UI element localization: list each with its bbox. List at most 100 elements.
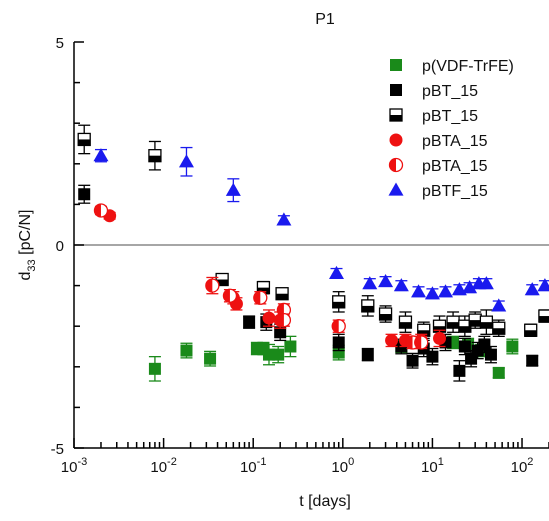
data-point <box>446 315 460 329</box>
x-tick-label: 102 <box>511 456 534 476</box>
data-point <box>148 149 162 163</box>
data-point <box>222 288 238 303</box>
x-tick-label: 10-3 <box>61 456 87 476</box>
chart-title: P1 <box>315 11 335 28</box>
data-point <box>492 366 505 379</box>
data-point <box>362 276 378 290</box>
legend: p(VDF-TrFE) pBT_15 pBT_15 pBTA_15 pBTA_15 pBT… <box>388 58 514 200</box>
legend-marker <box>389 108 403 122</box>
data-point <box>250 342 263 355</box>
data-point <box>526 354 539 367</box>
data-point <box>284 340 297 353</box>
data-point <box>276 312 292 328</box>
data-point <box>506 340 519 353</box>
legend-item: pBT_15 <box>389 108 478 125</box>
data-point <box>462 280 478 294</box>
legend-label: pBTA_15 <box>422 133 488 150</box>
data-point <box>253 290 268 305</box>
data-point <box>378 274 394 288</box>
legend-marker <box>388 182 404 196</box>
legend-marker <box>389 133 403 147</box>
data-point <box>537 278 549 292</box>
data-point <box>148 362 161 375</box>
x-ticks: 10-3 10-2 10-1 100 101 102 <box>61 438 549 476</box>
x-axis-label: t [days] <box>299 493 351 510</box>
data-point <box>411 284 427 298</box>
x-tick-label: 10-1 <box>240 456 266 476</box>
data-point <box>538 309 549 323</box>
data-point <box>484 348 497 361</box>
legend-item: pBTA_15 <box>389 133 488 150</box>
legend-label: pBTF_15 <box>422 183 488 200</box>
data-point <box>453 364 466 377</box>
x-tick-label: 10-2 <box>150 456 176 476</box>
data-point <box>332 336 345 349</box>
legend-item: pBTA_15 <box>388 157 488 175</box>
data-point <box>275 287 289 301</box>
data-point <box>77 132 91 147</box>
data-marks <box>74 124 549 382</box>
data-point <box>458 340 471 353</box>
y-axis-label: d33 [pC/N] <box>17 210 38 281</box>
data-point <box>332 346 345 359</box>
y-axis-label-unit: [pC/N] <box>17 210 34 260</box>
data-point <box>398 315 413 329</box>
x-tick-label: 100 <box>331 456 354 476</box>
data-point <box>385 333 399 347</box>
data-point <box>468 313 482 327</box>
data-point <box>180 344 193 357</box>
data-point <box>215 272 229 287</box>
legend-label: pBT_15 <box>422 108 478 125</box>
data-point <box>438 284 454 298</box>
y-axis-label-sub: 33 <box>26 259 38 271</box>
data-point <box>331 319 346 334</box>
data-point <box>276 212 292 226</box>
y-axis-label-text: d33 [pC/N] <box>17 210 38 281</box>
data-point <box>178 154 194 168</box>
y-axis-label-main: d <box>17 272 34 281</box>
legend-marker <box>390 59 402 71</box>
x-tick-label: 101 <box>421 456 444 476</box>
data-point <box>272 348 285 361</box>
data-point <box>262 348 275 361</box>
legend-label: p(VDF-TrFE) <box>422 58 514 75</box>
data-point <box>414 335 429 350</box>
data-point <box>93 148 109 162</box>
data-point <box>93 203 109 218</box>
data-point <box>492 321 506 335</box>
y-ticks: -5 0 5 <box>51 35 84 458</box>
data-point <box>393 278 409 292</box>
series-4 <box>93 203 429 350</box>
legend-item: pBT_15 <box>390 83 478 100</box>
legend-marker <box>388 157 404 173</box>
data-point <box>78 188 91 201</box>
data-point <box>328 265 344 280</box>
data-point <box>426 350 439 363</box>
data-point <box>524 282 540 296</box>
data-point <box>491 298 507 312</box>
legend-item: p(VDF-TrFE) <box>390 58 514 75</box>
data-point <box>205 278 220 293</box>
data-point <box>243 316 256 329</box>
legend-label: pBTA_15 <box>422 158 488 175</box>
data-point <box>424 286 440 300</box>
data-point <box>478 276 494 290</box>
data-point <box>417 323 431 337</box>
data-point <box>406 354 419 367</box>
data-point <box>361 348 374 361</box>
data-point <box>524 323 538 337</box>
data-point <box>478 338 491 351</box>
y-tick-label: 0 <box>56 238 64 255</box>
legend-marker <box>390 84 402 96</box>
data-point <box>225 182 241 196</box>
data-point <box>378 307 393 321</box>
data-point <box>262 311 276 325</box>
legend-label: pBT_15 <box>422 83 478 100</box>
y-tick-label: 5 <box>56 35 64 52</box>
data-point <box>204 352 217 365</box>
series-5 <box>93 146 549 312</box>
data-point <box>479 315 494 329</box>
data-point <box>332 295 346 309</box>
y-tick-label: -5 <box>51 441 64 458</box>
legend-item: pBTF_15 <box>388 182 488 200</box>
